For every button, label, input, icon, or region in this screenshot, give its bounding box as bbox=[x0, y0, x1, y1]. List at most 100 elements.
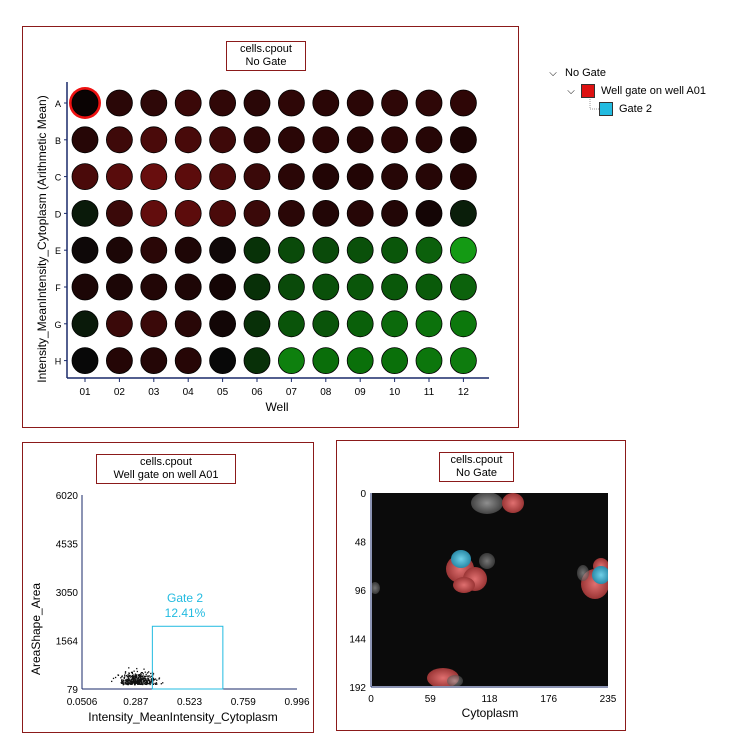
gate-2-rectangle[interactable] bbox=[151, 625, 224, 690]
well-C10[interactable] bbox=[381, 163, 409, 191]
well-E08[interactable] bbox=[312, 236, 340, 264]
well-D11[interactable] bbox=[415, 199, 443, 227]
well-E06[interactable] bbox=[243, 236, 271, 264]
well-B05[interactable] bbox=[209, 126, 237, 154]
well-G06[interactable] bbox=[243, 310, 271, 338]
well-B03[interactable] bbox=[140, 126, 168, 154]
well-F06[interactable] bbox=[243, 273, 271, 301]
well-B02[interactable] bbox=[106, 126, 133, 154]
well-A08[interactable] bbox=[312, 89, 340, 117]
well-E11[interactable] bbox=[415, 236, 443, 264]
well-G12[interactable] bbox=[449, 310, 477, 338]
well-B10[interactable] bbox=[381, 126, 409, 154]
well-H12[interactable] bbox=[449, 347, 477, 375]
well-H11[interactable] bbox=[415, 347, 443, 375]
well-B12[interactable] bbox=[449, 126, 477, 154]
tree-node-no-gate[interactable]: ⌵ No Gate bbox=[546, 67, 606, 79]
well-A10[interactable] bbox=[381, 89, 409, 117]
well-D02[interactable] bbox=[106, 199, 133, 227]
well-C11[interactable] bbox=[415, 163, 443, 191]
well-H10[interactable] bbox=[381, 347, 409, 375]
well-E07[interactable] bbox=[277, 236, 305, 264]
well-A03[interactable] bbox=[140, 89, 168, 117]
well-E09[interactable] bbox=[346, 236, 374, 264]
well-F04[interactable] bbox=[174, 273, 202, 301]
well-F07[interactable] bbox=[277, 273, 305, 301]
well-D04[interactable] bbox=[174, 199, 202, 227]
well-B08[interactable] bbox=[312, 126, 340, 154]
well-H07[interactable] bbox=[277, 347, 305, 375]
well-F10[interactable] bbox=[381, 273, 409, 301]
well-A09[interactable] bbox=[346, 89, 374, 117]
well-D09[interactable] bbox=[346, 199, 374, 227]
well-B01[interactable] bbox=[71, 126, 99, 154]
well-F03[interactable] bbox=[140, 273, 168, 301]
well-D10[interactable] bbox=[381, 199, 409, 227]
well-E04[interactable] bbox=[174, 236, 202, 264]
well-A07[interactable] bbox=[277, 89, 305, 117]
well-H03[interactable] bbox=[140, 347, 168, 375]
well-D08[interactable] bbox=[312, 199, 340, 227]
well-C01[interactable] bbox=[71, 163, 99, 191]
image-chart[interactable]: Cytoplasm 0 59 118 176 235 0 48 96 144 192 bbox=[337, 441, 625, 730]
well-E01[interactable] bbox=[71, 236, 99, 264]
well-A05[interactable] bbox=[209, 89, 237, 117]
well-H02[interactable] bbox=[106, 347, 133, 375]
well-E03[interactable] bbox=[140, 236, 168, 264]
chevron-down-icon[interactable]: ⌵ bbox=[567, 85, 575, 97]
well-C05[interactable] bbox=[209, 163, 237, 191]
well-H08[interactable] bbox=[312, 347, 340, 375]
well-F02[interactable] bbox=[106, 273, 133, 301]
chevron-down-icon[interactable]: ⌵ bbox=[549, 67, 557, 79]
well-C08[interactable] bbox=[312, 163, 340, 191]
well-H09[interactable] bbox=[346, 347, 374, 375]
well-C12[interactable] bbox=[449, 163, 477, 191]
well-F09[interactable] bbox=[346, 273, 374, 301]
well-G03[interactable] bbox=[140, 310, 168, 338]
well-F01[interactable] bbox=[71, 273, 99, 301]
well-C04[interactable] bbox=[174, 163, 202, 191]
well-E05[interactable] bbox=[209, 236, 237, 264]
well-B09[interactable] bbox=[346, 126, 374, 154]
well-D07[interactable] bbox=[277, 199, 305, 227]
well-D01[interactable] bbox=[71, 199, 99, 227]
well-C06[interactable] bbox=[243, 163, 271, 191]
well-B07[interactable] bbox=[277, 126, 305, 154]
well-H01[interactable] bbox=[71, 347, 99, 375]
well-B04[interactable] bbox=[174, 126, 202, 154]
well-A06[interactable] bbox=[243, 89, 271, 117]
well-F08[interactable] bbox=[312, 273, 340, 301]
well-G09[interactable] bbox=[346, 310, 374, 338]
well-C03[interactable] bbox=[140, 163, 168, 191]
well-D03[interactable] bbox=[140, 199, 168, 227]
well-F05[interactable] bbox=[209, 273, 237, 301]
microscopy-image[interactable] bbox=[372, 493, 608, 686]
well-C09[interactable] bbox=[346, 163, 374, 191]
well-F11[interactable] bbox=[415, 273, 443, 301]
well-H06[interactable] bbox=[243, 347, 271, 375]
scatter-chart[interactable]: AreaShape_Area Intensity_MeanIntensity_C… bbox=[23, 443, 313, 732]
well-D05[interactable] bbox=[209, 199, 237, 227]
well-G05[interactable] bbox=[209, 310, 237, 338]
well-A12[interactable] bbox=[449, 89, 477, 117]
well-B06[interactable] bbox=[243, 126, 271, 154]
well-G02[interactable] bbox=[106, 310, 133, 338]
well-A11[interactable] bbox=[415, 89, 443, 117]
well-G01[interactable] bbox=[71, 310, 99, 338]
well-A01[interactable] bbox=[71, 89, 99, 117]
well-D12[interactable] bbox=[449, 199, 477, 227]
well-B11[interactable] bbox=[415, 126, 443, 154]
plate-chart[interactable]: Intensity_MeanIntensity_Cytoplasm (Arith… bbox=[23, 27, 518, 427]
tree-node-gate-2[interactable]: Gate 2 bbox=[599, 102, 652, 116]
well-A02[interactable] bbox=[106, 89, 133, 117]
well-G07[interactable] bbox=[277, 310, 305, 338]
well-G11[interactable] bbox=[415, 310, 443, 338]
well-C07[interactable] bbox=[277, 163, 305, 191]
tree-node-well-gate[interactable]: ⌵ Well gate on well A01 bbox=[564, 84, 706, 98]
well-E10[interactable] bbox=[381, 236, 409, 264]
well-A04[interactable] bbox=[174, 89, 202, 117]
well-F12[interactable] bbox=[449, 273, 477, 301]
well-C02[interactable] bbox=[106, 163, 133, 191]
well-D06[interactable] bbox=[243, 199, 271, 227]
well-G10[interactable] bbox=[381, 310, 409, 338]
